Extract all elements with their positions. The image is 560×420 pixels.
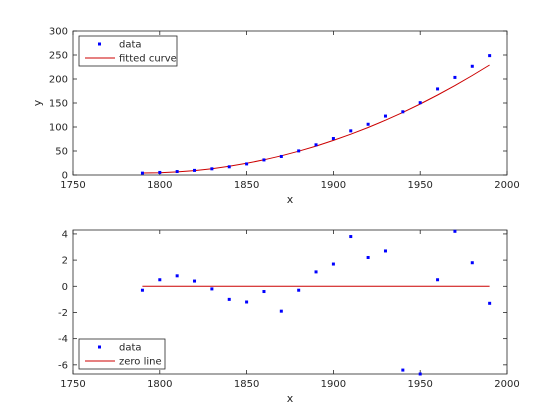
data-point	[401, 368, 405, 372]
y-tick-label: 4	[62, 229, 68, 240]
y-tick-label: -2	[58, 308, 68, 319]
data-point	[175, 274, 179, 278]
data-point	[245, 300, 249, 304]
data-point	[314, 143, 318, 147]
data-point	[193, 279, 197, 283]
x-tick-label: 1900	[321, 379, 346, 390]
y-tick-label: -4	[58, 334, 68, 345]
legend-line-label: fitted curve	[119, 54, 177, 65]
axes-box	[72, 229, 508, 375]
data-point	[401, 110, 405, 114]
data-point	[436, 278, 440, 282]
y-tick-label: 100	[49, 123, 68, 134]
data-point	[279, 309, 283, 313]
y-tick-label: 200	[49, 75, 68, 86]
bottom-plot: 1750 1800 1850 1900 1950 2000 -6 -4 -2 0 2 4 x data ze…	[58, 229, 520, 405]
x-tick-label: 1850	[234, 180, 259, 191]
y-axis-label: y	[31, 99, 44, 106]
data-point	[140, 171, 144, 175]
data-point	[383, 249, 387, 253]
x-tick-label: 1950	[407, 379, 432, 390]
data-point	[418, 372, 422, 376]
y-tick-label: 2	[62, 256, 68, 267]
y-tick-label: 50	[55, 147, 68, 158]
data-point	[349, 235, 353, 239]
data-point	[418, 101, 422, 105]
data-point	[297, 288, 301, 292]
data-point	[453, 229, 457, 233]
data-point	[158, 170, 162, 174]
legend-data-marker	[98, 42, 101, 46]
data-point	[488, 54, 492, 58]
data-point	[383, 114, 387, 118]
data-point	[314, 270, 318, 274]
data-point	[193, 168, 197, 172]
data-point	[210, 287, 214, 291]
x-tick-label: 1850	[234, 379, 259, 390]
x-tick-label: 2000	[494, 379, 519, 390]
legend-box	[78, 338, 166, 370]
data-point	[366, 122, 370, 126]
data-point	[245, 162, 249, 166]
y-tick-label: -6	[58, 360, 68, 371]
data-point	[470, 64, 474, 68]
data-point	[366, 255, 370, 259]
data-point	[158, 278, 162, 282]
x-tick-label: 2000	[494, 180, 519, 191]
y-tick-label: 0	[62, 282, 68, 293]
y-tick-label: 300	[49, 27, 68, 38]
y-tick-label: 250	[49, 51, 68, 62]
data-point	[488, 301, 492, 305]
x-tick-label: 1750	[60, 180, 85, 191]
data-point	[227, 165, 231, 169]
data-point	[331, 137, 335, 141]
data-point	[227, 297, 231, 301]
data-point	[349, 129, 353, 133]
legend-box	[78, 35, 178, 67]
data-point	[436, 87, 440, 91]
x-axis-label: x	[287, 392, 294, 405]
data-point	[453, 75, 457, 79]
data-point	[262, 158, 266, 162]
y-tick-label: 0	[62, 171, 68, 182]
x-axis-label: x	[287, 193, 294, 206]
legend-data-label: data	[119, 343, 142, 354]
x-tick-label: 1800	[147, 180, 172, 191]
data-point	[297, 149, 301, 153]
x-tick-label: 1900	[321, 180, 346, 191]
x-tick-label: 1800	[147, 379, 172, 390]
legend-data-marker	[98, 345, 101, 349]
data-point	[279, 154, 283, 158]
data-point	[210, 167, 214, 171]
y-tick-label: 150	[49, 99, 68, 110]
data-point	[331, 262, 335, 266]
data-point	[140, 288, 144, 292]
data-point	[175, 170, 179, 174]
data-point	[262, 290, 266, 294]
x-tick-label: 1750	[60, 379, 85, 390]
x-tick-label: 1950	[407, 180, 432, 191]
top-plot: 1750 1800 1850 1900 1950 2000 0 50 100 150 200 250 3…	[31, 27, 520, 207]
legend-line-label: zero line	[119, 357, 162, 368]
data-point	[470, 261, 474, 265]
legend-data-label: data	[119, 40, 142, 51]
